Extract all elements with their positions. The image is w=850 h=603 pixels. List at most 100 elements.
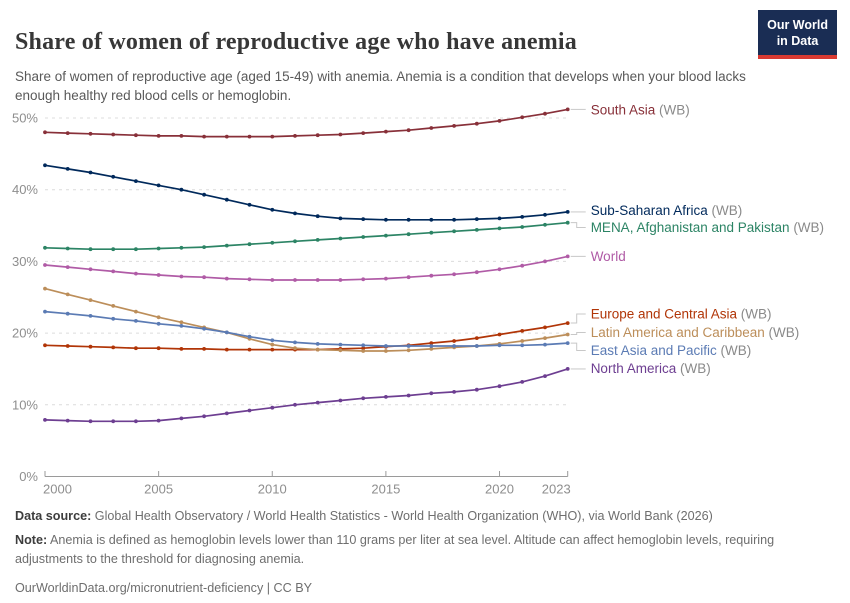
point-europe-central-asia-2008	[224, 347, 229, 352]
legend-suffix-latin-america-caribbean: (WB)	[765, 325, 800, 340]
legend-connector-mena-afghanistan-pakistan	[570, 222, 586, 228]
data-source-label: Data source:	[15, 509, 92, 523]
legend-label-east-asia-pacific[interactable]: East Asia and Pacific (WB)	[591, 343, 752, 358]
point-south-asia-2011	[293, 134, 297, 138]
point-mena-afghanistan-pakistan-2016	[406, 232, 411, 237]
point-europe-central-asia-2009	[247, 347, 252, 352]
point-mena-afghanistan-pakistan-2015	[384, 233, 388, 238]
point-south-asia-2004	[134, 133, 138, 138]
point-sub-saharan-africa-2008	[224, 197, 229, 202]
legend-connector-east-asia-pacific	[570, 342, 586, 351]
point-east-asia-pacific-2009	[247, 334, 252, 339]
point-sub-saharan-africa-2011	[293, 211, 297, 216]
point-east-asia-pacific-2010	[270, 338, 275, 343]
point-world-2008	[224, 276, 229, 281]
point-sub-saharan-africa-2023	[565, 210, 570, 214]
point-south-asia-2021	[520, 115, 525, 120]
data-source-text: Global Health Observatory / World Health…	[91, 509, 713, 523]
owid-logo-line2: in Data	[776, 34, 819, 49]
point-europe-central-asia-2010	[270, 347, 275, 352]
point-mena-afghanistan-pakistan-2011	[293, 239, 297, 244]
point-latin-america-caribbean-2016	[406, 348, 411, 353]
point-mena-afghanistan-pakistan-2021	[520, 225, 525, 229]
point-latin-america-caribbean-2004	[134, 309, 138, 314]
y-tick-label-10: 10%	[12, 397, 38, 412]
point-mena-afghanistan-pakistan-2003	[111, 247, 116, 252]
point-latin-america-caribbean-2023	[565, 332, 570, 337]
point-south-asia-2023	[565, 107, 570, 112]
chart-subtitle: Share of women of reproductive age (aged…	[15, 68, 746, 104]
point-north-america-2020	[497, 384, 502, 389]
legend-label-sub-saharan-africa[interactable]: Sub-Saharan Africa (WB)	[591, 203, 743, 218]
point-mena-afghanistan-pakistan-2002	[88, 247, 93, 252]
point-world-2018	[452, 272, 456, 277]
point-east-asia-pacific-2012	[315, 342, 320, 346]
point-sub-saharan-africa-2001	[65, 167, 70, 171]
owid-logo[interactable]: Our World in Data	[758, 10, 837, 59]
point-mena-afghanistan-pakistan-2013	[338, 236, 343, 241]
point-sub-saharan-africa-2005	[156, 183, 161, 188]
legend-name-world: World	[591, 249, 626, 264]
legend-label-latin-america-caribbean[interactable]: Latin America and Caribbean (WB)	[591, 325, 800, 340]
point-mena-afghanistan-pakistan-2004	[134, 247, 138, 252]
point-east-asia-pacific-2019	[474, 344, 479, 348]
point-europe-central-asia-2006	[179, 347, 184, 351]
point-east-asia-pacific-2004	[134, 319, 138, 323]
point-europe-central-asia-2023	[565, 321, 570, 325]
legend-label-europe-central-asia[interactable]: Europe and Central Asia (WB)	[591, 307, 772, 322]
legend-label-north-america[interactable]: North America (WB)	[591, 361, 711, 376]
point-europe-central-asia-2018	[452, 339, 456, 343]
point-europe-central-asia-2019	[474, 336, 479, 340]
legend-name-mena-afghanistan-pakistan: MENA, Afghanistan and Pakistan	[591, 220, 790, 235]
point-world-2006	[179, 274, 184, 279]
footer-link[interactable]: OurWorldinData.org/micronutrient-deficie…	[15, 580, 312, 595]
point-north-america-2005	[156, 418, 161, 423]
point-east-asia-pacific-2007	[202, 326, 207, 331]
x-tick-label-2005: 2005	[144, 482, 173, 497]
point-sub-saharan-africa-2003	[111, 174, 116, 179]
legend-label-world[interactable]: World	[591, 249, 626, 264]
legend-suffix-east-asia-pacific: (WB)	[717, 343, 752, 358]
line-sub-saharan-africa	[44, 164, 568, 221]
point-south-asia-2012	[315, 133, 320, 138]
point-east-asia-pacific-2013	[338, 342, 343, 347]
y-tick-label-20: 20%	[12, 326, 38, 341]
note-label: Note:	[15, 533, 48, 548]
point-north-america-2021	[520, 380, 525, 384]
point-east-asia-pacific-2014	[361, 343, 366, 348]
point-latin-america-caribbean-2011	[293, 346, 297, 351]
point-sub-saharan-africa-2000	[43, 163, 47, 168]
point-latin-america-caribbean-2014	[361, 349, 366, 353]
legend-label-mena-afghanistan-pakistan[interactable]: MENA, Afghanistan and Pakistan (WB)	[591, 220, 824, 235]
point-sub-saharan-africa-2019	[474, 217, 479, 222]
point-mena-afghanistan-pakistan-2014	[361, 235, 366, 239]
point-east-asia-pacific-2021	[520, 343, 525, 348]
point-europe-central-asia-2017	[429, 341, 434, 345]
point-east-asia-pacific-2002	[88, 314, 93, 318]
y-tick-label-40: 40%	[12, 182, 38, 197]
point-sub-saharan-africa-2022	[543, 212, 547, 217]
point-mena-afghanistan-pakistan-2017	[429, 230, 434, 235]
point-mena-afghanistan-pakistan-2020	[497, 226, 502, 231]
point-north-america-2000	[43, 418, 47, 422]
point-mena-afghanistan-pakistan-2012	[315, 238, 320, 242]
point-mena-afghanistan-pakistan-2008	[224, 243, 229, 248]
point-north-america-2015	[384, 395, 388, 399]
line-chart[interactable]: 0% 10% 20% 30% 40% 50% 2000 2005 2010 2015 2020 202…	[0, 92, 850, 502]
point-east-asia-pacific-2022	[543, 342, 547, 347]
point-south-asia-2009	[247, 134, 252, 139]
y-tick-label-0: 0%	[19, 469, 38, 484]
point-sub-saharan-africa-2004	[134, 179, 138, 184]
point-mena-afghanistan-pakistan-2007	[202, 245, 207, 250]
point-world-2002	[88, 267, 93, 272]
point-sub-saharan-africa-2015	[384, 217, 388, 222]
legend-suffix-europe-central-asia: (WB)	[737, 307, 772, 322]
point-world-2022	[543, 259, 547, 264]
legend-label-south-asia[interactable]: South Asia (WB)	[591, 103, 690, 118]
point-sub-saharan-africa-2009	[247, 202, 252, 207]
point-world-2015	[384, 276, 388, 281]
point-south-asia-2010	[270, 134, 275, 139]
point-latin-america-caribbean-2017	[429, 347, 434, 351]
point-mena-afghanistan-pakistan-2006	[179, 245, 184, 250]
point-world-2020	[497, 267, 502, 272]
